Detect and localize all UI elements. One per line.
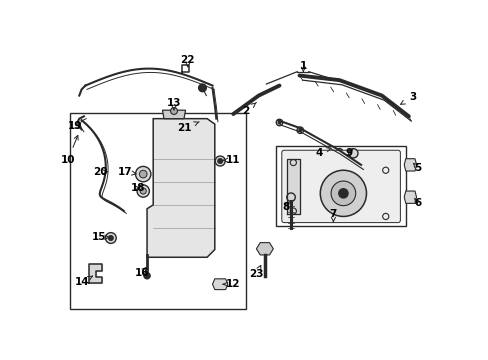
Text: 13: 13 <box>166 98 181 110</box>
Circle shape <box>361 166 363 168</box>
Circle shape <box>348 149 357 158</box>
Bar <box>276 145 405 226</box>
Text: 12: 12 <box>223 279 240 289</box>
Circle shape <box>320 170 366 216</box>
Circle shape <box>140 188 146 194</box>
Text: 3: 3 <box>400 92 415 104</box>
Circle shape <box>137 185 149 197</box>
Text: 4: 4 <box>314 148 330 158</box>
Polygon shape <box>162 110 185 119</box>
Circle shape <box>105 233 116 243</box>
FancyBboxPatch shape <box>281 150 400 222</box>
Polygon shape <box>404 191 416 203</box>
Circle shape <box>215 156 225 166</box>
Circle shape <box>143 273 150 279</box>
Circle shape <box>278 121 280 124</box>
Circle shape <box>139 170 147 178</box>
Text: 17: 17 <box>118 167 136 177</box>
Text: 18: 18 <box>130 183 145 193</box>
Polygon shape <box>212 279 227 289</box>
Text: 11: 11 <box>223 155 240 165</box>
Circle shape <box>170 108 177 114</box>
Text: 2: 2 <box>242 103 256 116</box>
Polygon shape <box>256 243 273 255</box>
Text: 10: 10 <box>61 135 78 165</box>
Text: 22: 22 <box>180 55 195 67</box>
Text: 15: 15 <box>92 232 109 242</box>
Bar <box>70 112 245 309</box>
Circle shape <box>108 236 113 240</box>
Text: 5: 5 <box>413 163 421 173</box>
Text: 14: 14 <box>75 276 92 287</box>
Circle shape <box>135 166 151 182</box>
Text: 7: 7 <box>329 209 336 222</box>
Text: 6: 6 <box>414 198 421 208</box>
Text: 9: 9 <box>345 148 352 158</box>
Text: 1: 1 <box>299 61 306 72</box>
Circle shape <box>338 189 347 198</box>
Circle shape <box>338 150 340 153</box>
Polygon shape <box>147 119 214 257</box>
Polygon shape <box>286 159 299 214</box>
Polygon shape <box>404 159 416 171</box>
Text: 21: 21 <box>176 122 199 133</box>
Text: 23: 23 <box>248 265 263 279</box>
Circle shape <box>330 181 355 206</box>
Text: 20: 20 <box>93 167 108 177</box>
Circle shape <box>298 129 301 132</box>
Polygon shape <box>88 264 102 283</box>
Text: 8: 8 <box>282 202 289 212</box>
Circle shape <box>198 84 206 92</box>
Text: 16: 16 <box>134 267 149 278</box>
Text: 19: 19 <box>67 121 81 131</box>
Circle shape <box>218 159 222 163</box>
